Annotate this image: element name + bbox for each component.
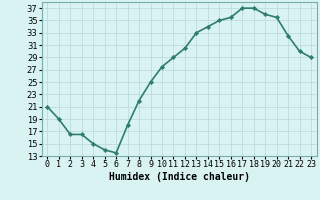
- X-axis label: Humidex (Indice chaleur): Humidex (Indice chaleur): [109, 172, 250, 182]
